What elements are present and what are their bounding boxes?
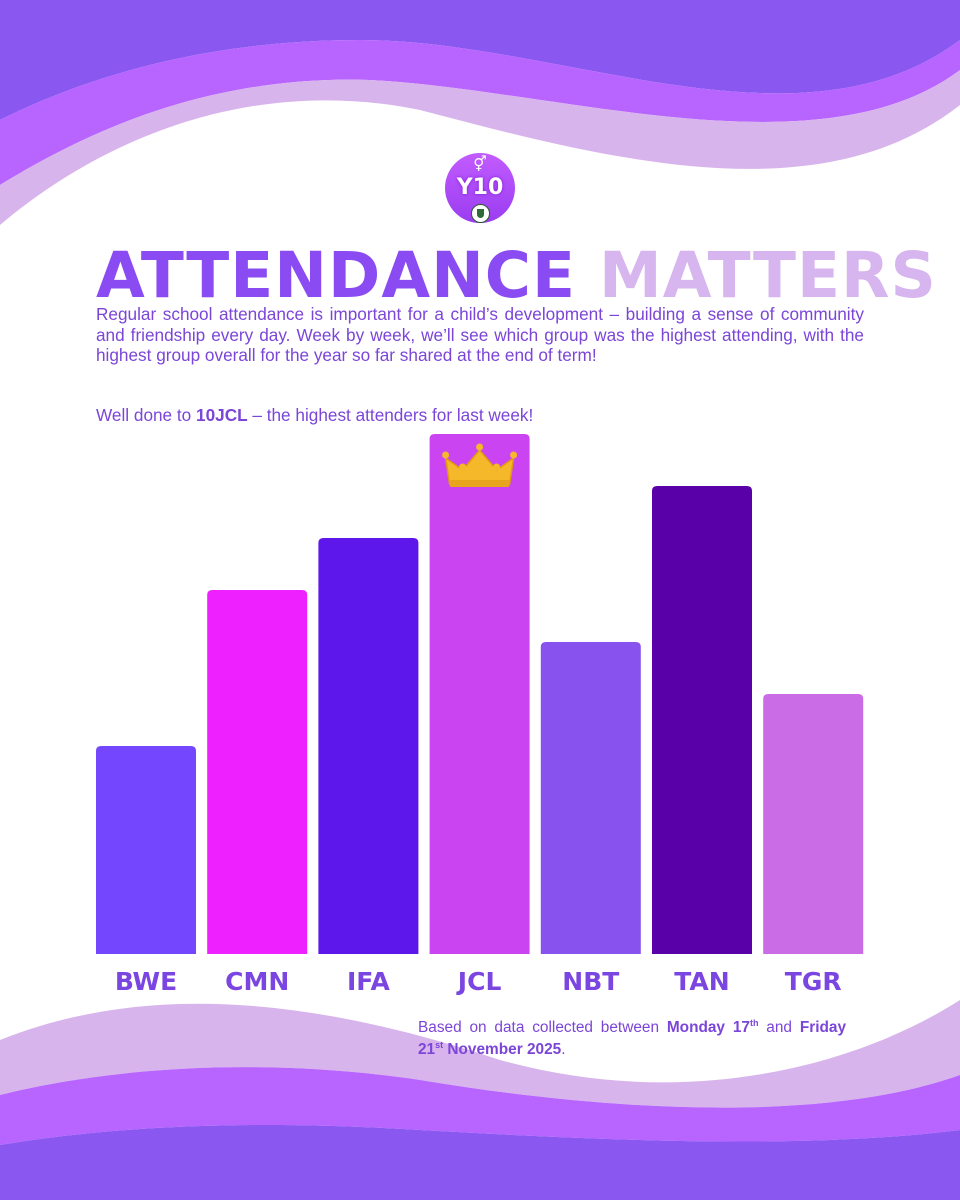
footnote-date-1: Monday 17th [666,1017,759,1036]
title-matters: MATTERS [599,239,937,312]
bar-jcl [429,434,530,954]
bar-nbt [540,642,641,954]
intro-paragraph: Regular school attendance is important f… [96,304,864,366]
bar-tgr [763,694,864,954]
footnote-text-2: and [758,1019,800,1036]
footnote-text-1: Based on data collected between [418,1019,667,1036]
category-label-tan: TAN [674,967,729,996]
bottom-wave-light [0,1000,960,1108]
year-label: Y10 [456,175,504,200]
crown-icon [442,443,518,487]
bottom-wave-mid [0,1067,960,1145]
top-wave-light [0,70,960,225]
category-label-bwe: BWE [115,967,177,996]
gender-symbol-icon: ⚥ [473,155,487,173]
category-label-cmn: CMN [225,967,289,996]
bar-ifa [318,538,419,954]
top-wave-mid [0,40,960,185]
school-crest-icon [471,204,490,223]
well-done-suffix: – the highest attenders for last week! [247,405,534,425]
bar-bwe [96,746,196,954]
top-wave-dark [0,0,960,120]
well-done-line: Well done to 10JCL – the highest attende… [96,405,533,426]
title-attendance: ATTENDANCE [96,239,577,312]
bar-cmn [207,590,308,954]
footnote-end: . [561,1041,566,1058]
category-label-tgr: TGR [785,967,842,996]
bottom-wave-dark [0,1125,960,1200]
year-badge: ⚥ Y10 [445,153,515,223]
category-label-jcl: JCL [456,967,502,996]
bar-tan [652,486,752,954]
data-footnote: Based on data collected between Monday 1… [418,1017,846,1061]
page-title: ATTENDANCE MATTERS [96,238,936,314]
footnote-date-2: Friday 21st November 2025 [418,1019,846,1058]
well-done-prefix: Well done to [96,405,197,425]
category-label-ifa: IFA [347,967,391,996]
winning-group: 10JCL [196,405,248,425]
category-label-nbt: NBT [562,967,619,996]
